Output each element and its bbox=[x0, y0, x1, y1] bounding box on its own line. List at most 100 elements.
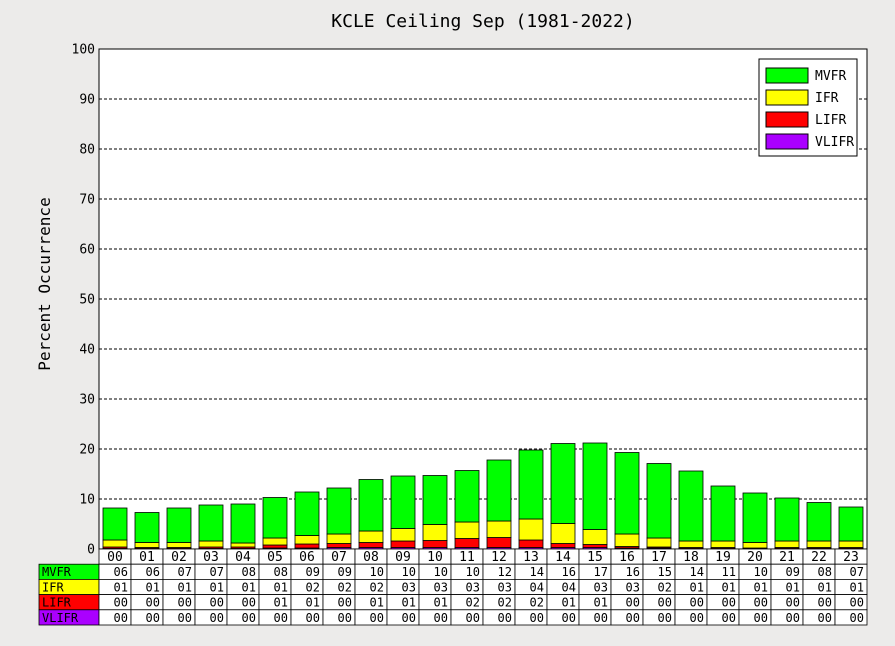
table-cell-value: 00 bbox=[146, 611, 160, 625]
bar-ifr bbox=[614, 533, 640, 547]
bar-ifr bbox=[230, 542, 256, 548]
table-header-label: 13 bbox=[523, 550, 539, 565]
table-cell-value: 10 bbox=[370, 565, 384, 579]
table-cell-value: 01 bbox=[818, 580, 832, 594]
table-cell-value: 00 bbox=[818, 596, 832, 610]
bar-lifr bbox=[486, 537, 512, 548]
table-cell-value: 00 bbox=[114, 611, 128, 625]
y-tick-labels: 0 10 20 30 40 50 60 70 80 90 100 bbox=[72, 43, 95, 558]
table-cell-value: 00 bbox=[658, 596, 672, 610]
table-cell-value: 10 bbox=[434, 565, 448, 579]
bar-ifr bbox=[486, 520, 512, 538]
bar-ifr bbox=[326, 533, 352, 544]
table-cell-value: 01 bbox=[274, 580, 288, 594]
legend-swatch-lifr bbox=[765, 111, 809, 128]
bar-ifr bbox=[774, 540, 800, 548]
table-header-label: 01 bbox=[139, 550, 155, 565]
table-cell-value: 00 bbox=[562, 611, 576, 625]
table-cell-value: 00 bbox=[338, 611, 352, 625]
table-header-label: 14 bbox=[555, 550, 571, 565]
table-cell-value: 00 bbox=[626, 611, 640, 625]
table-cell-value: 00 bbox=[114, 596, 128, 610]
table-cell-value: 09 bbox=[338, 565, 352, 579]
bar-ifr bbox=[742, 542, 768, 549]
table-header-label: 12 bbox=[491, 550, 507, 565]
table-cell-value: 00 bbox=[690, 596, 704, 610]
bar-ifr bbox=[678, 540, 704, 548]
table-header-label: 10 bbox=[427, 550, 443, 565]
bar-ifr bbox=[358, 530, 384, 543]
bar-ifr bbox=[390, 528, 416, 542]
table-cell-value: 01 bbox=[754, 580, 768, 594]
table-header-label: 02 bbox=[171, 550, 187, 565]
table-header-label: 04 bbox=[235, 550, 251, 565]
table-cell-value: 00 bbox=[626, 596, 640, 610]
table-cell-value: 02 bbox=[466, 596, 480, 610]
table-cell-value: 16 bbox=[562, 565, 576, 579]
legend-label-ifr: IFR bbox=[815, 91, 839, 106]
table-cell-value: 01 bbox=[562, 596, 576, 610]
bar-mvfr bbox=[358, 479, 384, 532]
bar-ifr bbox=[166, 542, 192, 548]
table-header-label: 08 bbox=[363, 550, 379, 565]
legend-label-lifr: LIFR bbox=[815, 113, 846, 128]
bar-ifr bbox=[838, 540, 864, 548]
table-row-label: IFR bbox=[42, 580, 64, 594]
table-cell-value: 00 bbox=[210, 611, 224, 625]
y-tick-label: 30 bbox=[79, 393, 95, 408]
bar-mvfr bbox=[166, 507, 192, 543]
table-cell-value: 00 bbox=[210, 596, 224, 610]
table-cell-value: 08 bbox=[274, 565, 288, 579]
table-header-label: 05 bbox=[267, 550, 283, 565]
table-cell-value: 00 bbox=[690, 611, 704, 625]
bar-lifr bbox=[262, 544, 288, 549]
table-cell-value: 08 bbox=[242, 565, 256, 579]
legend: MVFR IFR LIFR VLIFR bbox=[758, 58, 858, 157]
bar-mvfr bbox=[198, 504, 224, 542]
table-cell-value: 00 bbox=[850, 611, 864, 625]
table-cell-value: 12 bbox=[498, 565, 512, 579]
table-cell-value: 03 bbox=[402, 580, 416, 594]
table-row-label: LIFR bbox=[42, 596, 72, 610]
legend-swatch-ifr bbox=[765, 89, 809, 106]
table-cell-value: 01 bbox=[210, 580, 224, 594]
table-cell-value: 00 bbox=[306, 611, 320, 625]
table-cell-value: 00 bbox=[466, 611, 480, 625]
bar-mvfr bbox=[710, 485, 736, 542]
table-cell-value: 10 bbox=[466, 565, 480, 579]
legend-swatch-mvfr bbox=[765, 67, 809, 84]
y-tick-label: 60 bbox=[79, 243, 95, 258]
table-cell-value: 01 bbox=[594, 596, 608, 610]
table-cell-value: 00 bbox=[178, 611, 192, 625]
bar-lifr bbox=[582, 544, 608, 548]
y-tick-label: 70 bbox=[79, 193, 95, 208]
bar-mvfr bbox=[550, 443, 576, 524]
bar-lifr bbox=[422, 540, 448, 548]
table-cell-value: 01 bbox=[690, 580, 704, 594]
table-cell-value: 00 bbox=[594, 611, 608, 625]
y-tick-label: 80 bbox=[79, 143, 95, 158]
bar-mvfr bbox=[646, 463, 672, 539]
table-cell-value: 00 bbox=[850, 596, 864, 610]
table-cell-value: 15 bbox=[658, 565, 672, 579]
y-tick-label: 10 bbox=[79, 493, 95, 508]
bar-ifr bbox=[710, 540, 736, 548]
table-cell-value: 02 bbox=[530, 596, 544, 610]
table-cell-value: 00 bbox=[786, 596, 800, 610]
legend-swatch-vlifr bbox=[765, 133, 809, 150]
table-cell-value: 01 bbox=[306, 596, 320, 610]
y-tick-label: 0 bbox=[87, 543, 95, 558]
table-cell-value: 02 bbox=[338, 580, 352, 594]
table-header-label: 19 bbox=[715, 550, 731, 565]
table-cell-value: 02 bbox=[658, 580, 672, 594]
table-header-label: 09 bbox=[395, 550, 411, 565]
table-cell-value: 03 bbox=[626, 580, 640, 594]
bar-mvfr bbox=[102, 507, 128, 541]
table-cell-value: 00 bbox=[146, 596, 160, 610]
table-header-label: 03 bbox=[203, 550, 219, 565]
table-cell-value: 10 bbox=[754, 565, 768, 579]
bar-ifr bbox=[294, 535, 320, 545]
table-cell-value: 01 bbox=[242, 580, 256, 594]
table-header-label: 23 bbox=[843, 550, 859, 565]
table-cell-value: 00 bbox=[658, 611, 672, 625]
